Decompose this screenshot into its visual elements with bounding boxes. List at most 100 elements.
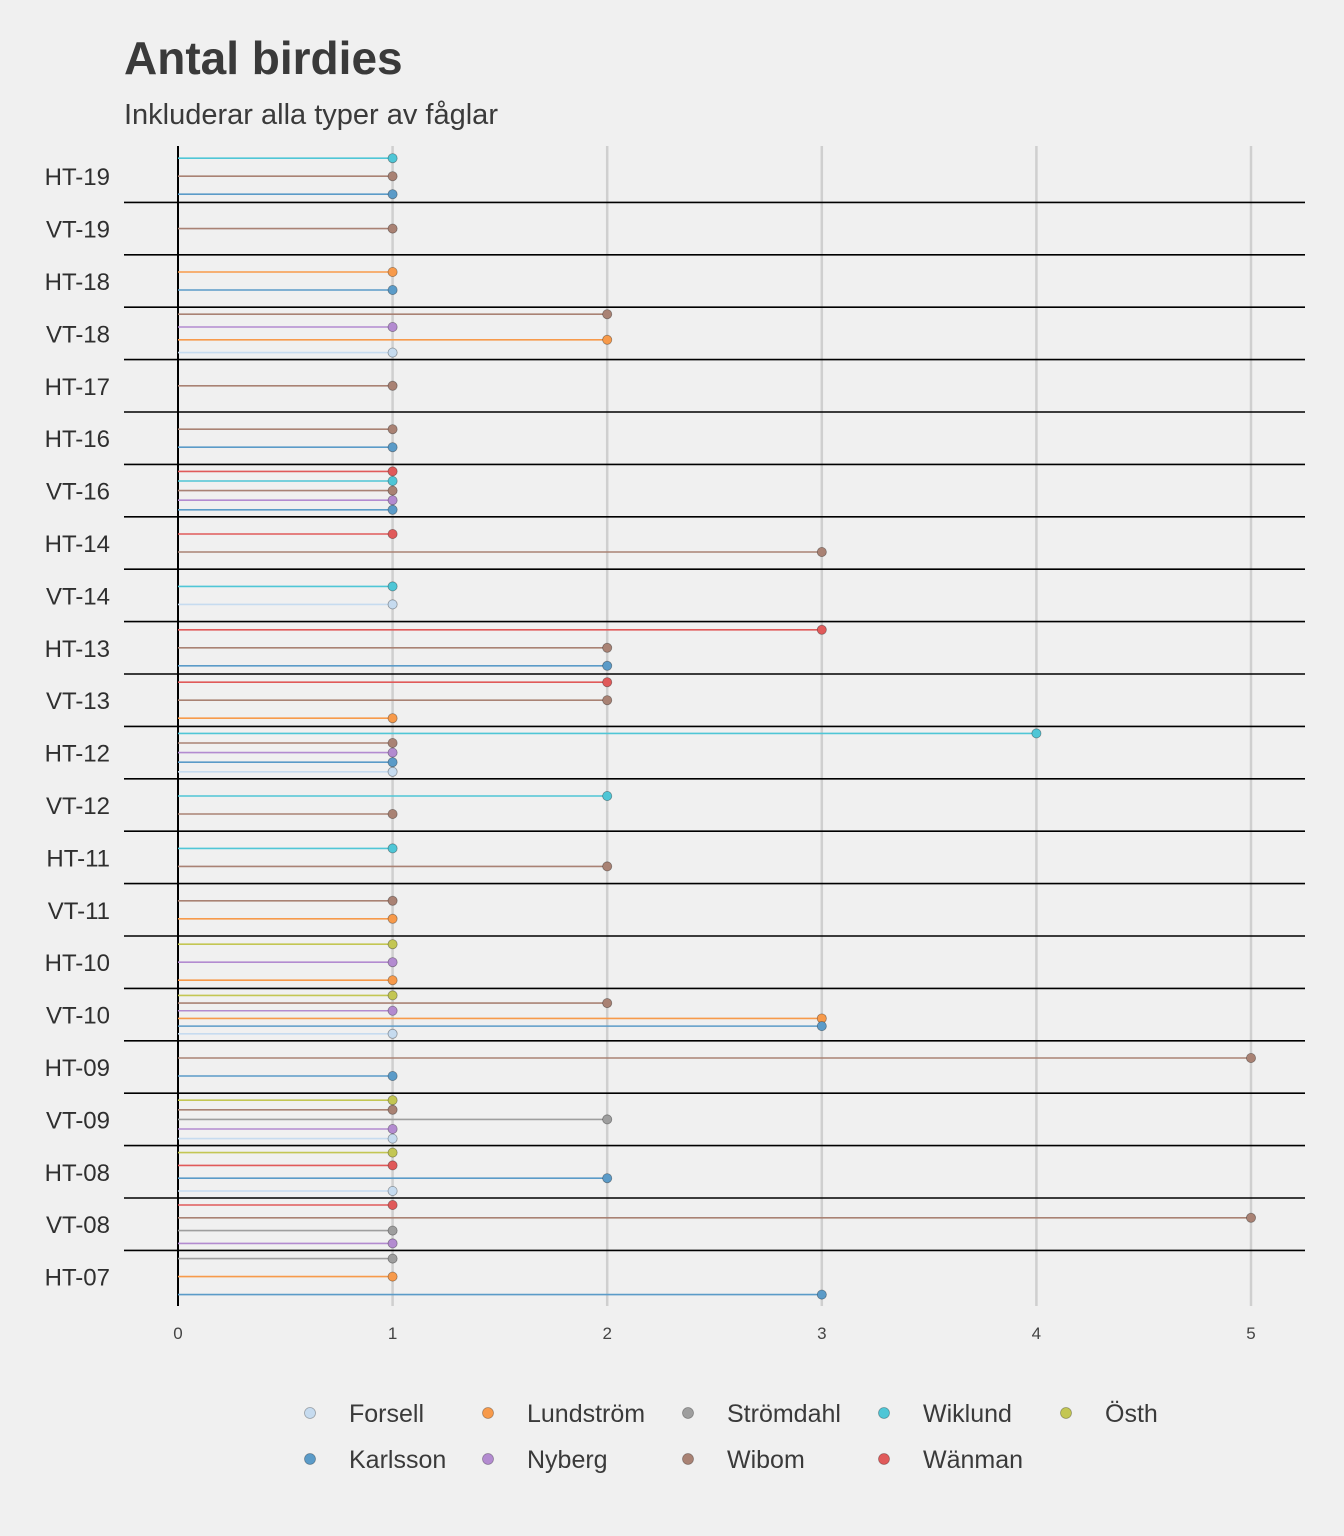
- legend-key: [878, 1407, 890, 1419]
- legend-label: Östh: [1105, 1400, 1158, 1428]
- lollipop-point: [387, 424, 398, 435]
- row-separators: [124, 146, 1305, 1306]
- lollipop-point: [602, 660, 613, 671]
- category-label: VT-11: [48, 898, 110, 925]
- lollipop-point: [387, 475, 398, 486]
- legend-key: [878, 1453, 890, 1465]
- x-tick-label: 4: [1032, 1324, 1041, 1343]
- lollipop-point: [387, 1104, 398, 1115]
- lollipop-point: [387, 1238, 398, 1249]
- lollipop-point: [387, 1160, 398, 1171]
- category-label: HT-09: [45, 1055, 110, 1082]
- legend-label: Forsell: [349, 1400, 424, 1428]
- legend-label: Wibom: [727, 1446, 805, 1474]
- legend-key: [482, 1453, 494, 1465]
- lollipop-point: [387, 347, 398, 358]
- x-tick-label: 0: [173, 1324, 182, 1343]
- lollipop-point: [602, 861, 613, 872]
- lollipop-point: [387, 1005, 398, 1016]
- lollipop-point: [387, 939, 398, 950]
- lollipop-point: [387, 466, 398, 477]
- legend-key: [482, 1407, 494, 1419]
- lollipop-point: [387, 1095, 398, 1106]
- lollipop-point: [387, 171, 398, 182]
- lollipop-point: [816, 1021, 827, 1032]
- legend-label: Lundström: [527, 1400, 645, 1428]
- lollipop-point: [387, 1028, 398, 1039]
- x-axis-ticks: 0 1 2 3 4 5: [173, 1324, 1255, 1343]
- category-label: HT-16: [45, 426, 110, 453]
- category-label: HT-10: [45, 950, 110, 977]
- lollipop-point: [387, 975, 398, 986]
- lollipop-marks: [178, 153, 1257, 1300]
- x-tick-label: 1: [388, 1324, 397, 1343]
- category-label: VT-09: [46, 1107, 110, 1134]
- lollipop-point: [387, 843, 398, 854]
- lollipop-point: [387, 529, 398, 540]
- lollipop-point: [602, 1114, 613, 1125]
- lollipop-point: [387, 713, 398, 724]
- lollipop-point: [387, 1225, 398, 1236]
- lollipop-point: [387, 1200, 398, 1211]
- category-label: VT-12: [46, 793, 110, 820]
- x-tick-label: 3: [817, 1324, 826, 1343]
- lollipop-point: [602, 677, 613, 688]
- lollipop-point: [602, 998, 613, 1009]
- lollipop-point: [387, 266, 398, 277]
- lollipop-point: [602, 791, 613, 802]
- lollipop-point: [602, 334, 613, 345]
- category-label: HT-12: [45, 741, 110, 768]
- lollipop-point: [387, 1186, 398, 1197]
- lollipop-point: [387, 1253, 398, 1264]
- lollipop-point: [387, 757, 398, 768]
- category-label: HT-11: [46, 845, 110, 872]
- legend-label: Nyberg: [527, 1446, 608, 1474]
- lollipop-point: [387, 1133, 398, 1144]
- lollipop-point: [602, 642, 613, 653]
- lollipop-point: [387, 913, 398, 924]
- lollipop-point: [387, 284, 398, 295]
- legend-label: Wänman: [923, 1446, 1023, 1474]
- category-label: VT-10: [46, 1003, 110, 1030]
- category-label: HT-14: [45, 531, 110, 558]
- category-label: HT-19: [45, 164, 110, 191]
- lollipop-point: [1031, 728, 1042, 739]
- lollipop-point: [1246, 1212, 1257, 1223]
- lollipop-point: [387, 1124, 398, 1135]
- lollipop-point: [387, 1071, 398, 1082]
- legend-key: [682, 1407, 694, 1419]
- category-label: HT-13: [45, 636, 110, 663]
- legend: Forsell Lundström Strömdahl Wiklund Östh Karl…: [304, 1400, 1158, 1474]
- lollipop-point: [387, 957, 398, 968]
- legend-key: [1060, 1407, 1072, 1419]
- lollipop-point: [387, 747, 398, 758]
- legend-key: [682, 1453, 694, 1465]
- legend-label: Strömdahl: [727, 1400, 841, 1428]
- lollipop-point: [387, 809, 398, 820]
- lollipop-point: [387, 189, 398, 200]
- category-label: VT-14: [46, 583, 110, 610]
- legend-key: [304, 1407, 316, 1419]
- lollipop-point: [387, 895, 398, 906]
- category-label: VT-19: [46, 217, 110, 244]
- category-label: VT-08: [46, 1212, 110, 1239]
- x-tick-label: 5: [1246, 1324, 1255, 1343]
- lollipop-point: [816, 1289, 827, 1300]
- lollipop-point: [602, 309, 613, 320]
- category-label: HT-17: [45, 374, 110, 401]
- lollipop-point: [387, 380, 398, 391]
- lollipop-point: [387, 990, 398, 1001]
- lollipop-point: [387, 504, 398, 515]
- category-label: HT-07: [45, 1265, 110, 1292]
- chart-subtitle: Inkluderar alla typer av fåglar: [124, 99, 498, 131]
- lollipop-point: [387, 495, 398, 506]
- lollipop-point: [816, 624, 827, 635]
- lollipop-point: [602, 1173, 613, 1184]
- category-label: VT-13: [46, 688, 110, 715]
- lollipop-point: [387, 738, 398, 749]
- category-label: HT-18: [45, 269, 110, 296]
- lollipop-point: [602, 695, 613, 706]
- category-labels: HT-19 VT-19 HT-18 VT-18 HT-17 HT-16 VT-16 HT-14…: [45, 164, 110, 1291]
